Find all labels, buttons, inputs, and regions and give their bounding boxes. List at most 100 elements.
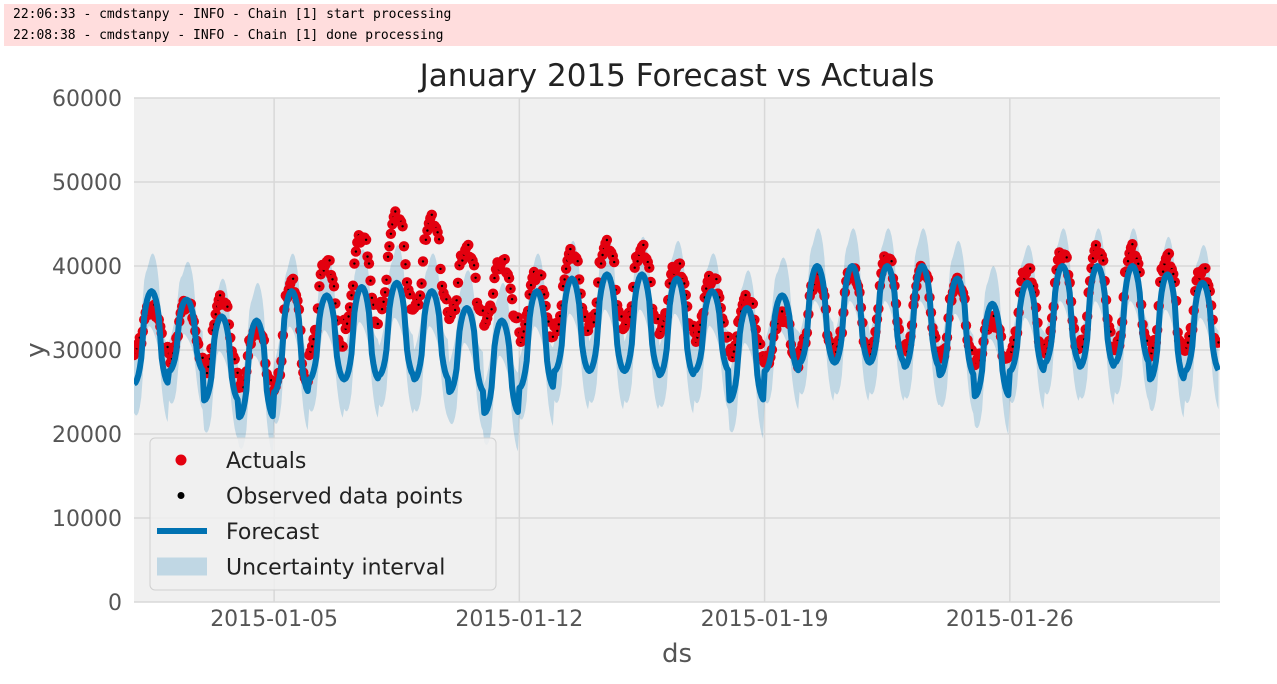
observed-point bbox=[524, 323, 527, 326]
observed-point bbox=[1217, 341, 1220, 344]
observed-point bbox=[605, 238, 609, 242]
observed-point bbox=[218, 294, 222, 297]
observed-point bbox=[705, 287, 708, 290]
observed-point bbox=[613, 260, 616, 264]
observed-point bbox=[388, 245, 391, 248]
observed-point bbox=[528, 293, 531, 296]
observed-point bbox=[366, 255, 369, 258]
observed-point bbox=[759, 342, 762, 346]
observed-point bbox=[510, 298, 514, 301]
observed-point bbox=[421, 260, 425, 263]
observed-point bbox=[1102, 259, 1105, 262]
observed-point bbox=[405, 281, 409, 284]
observed-point bbox=[1172, 272, 1175, 276]
observed-point bbox=[226, 305, 229, 308]
observed-point bbox=[312, 338, 315, 341]
observed-point bbox=[385, 278, 388, 281]
observed-point bbox=[668, 282, 671, 285]
observed-point bbox=[522, 330, 525, 333]
legend-uncertainty-marker bbox=[157, 557, 207, 576]
observed-point bbox=[726, 335, 730, 338]
observed-point bbox=[332, 285, 336, 288]
observed-point bbox=[1137, 262, 1140, 265]
observed-point bbox=[569, 247, 572, 251]
observed-point bbox=[516, 316, 520, 319]
observed-point bbox=[611, 254, 614, 258]
observed-point bbox=[648, 266, 651, 269]
observed-point bbox=[561, 285, 565, 288]
observed-point bbox=[472, 264, 476, 267]
observed-point bbox=[556, 329, 559, 333]
observed-point bbox=[493, 276, 496, 280]
legend-actuals-marker bbox=[175, 454, 187, 466]
observed-point bbox=[430, 213, 433, 216]
y-tick-label: 20000 bbox=[52, 423, 122, 448]
observed-point bbox=[233, 358, 236, 361]
observed-point bbox=[751, 302, 755, 305]
legend: Actuals Observed data points Forecast Uncer… bbox=[149, 437, 497, 591]
observed-point bbox=[586, 329, 590, 332]
observed-point bbox=[420, 282, 423, 285]
observed-point bbox=[455, 299, 458, 302]
observed-point bbox=[341, 345, 344, 348]
x-tick-label: 2015-01-12 bbox=[455, 607, 583, 632]
observed-point bbox=[578, 278, 581, 281]
observed-point bbox=[597, 281, 600, 284]
log-line: 22:06:33 - cmdstanpy - INFO - Chain [1] … bbox=[13, 7, 452, 22]
observed-point bbox=[543, 293, 546, 296]
plot-content bbox=[134, 206, 1220, 456]
observed-point bbox=[418, 294, 422, 297]
observed-point bbox=[1029, 267, 1032, 270]
y-tick-label: 40000 bbox=[52, 255, 122, 280]
observed-point bbox=[1188, 335, 1191, 338]
observed-point bbox=[474, 276, 477, 279]
observed-point bbox=[445, 298, 448, 301]
observed-point bbox=[467, 243, 470, 247]
observed-point bbox=[678, 262, 682, 265]
legend-observed-label: Observed data points bbox=[226, 485, 463, 510]
observed-point bbox=[394, 210, 397, 213]
observed-point bbox=[744, 293, 747, 297]
observed-point bbox=[207, 365, 210, 368]
observed-point bbox=[389, 232, 393, 235]
observed-point bbox=[380, 308, 384, 311]
observed-point bbox=[461, 259, 464, 262]
observed-point bbox=[453, 308, 457, 312]
forecast-line bbox=[134, 263, 1220, 421]
observed-point bbox=[1161, 270, 1165, 273]
observed-point bbox=[649, 280, 652, 284]
observed-point bbox=[509, 287, 512, 290]
observed-point bbox=[732, 350, 736, 353]
observed-point bbox=[592, 321, 595, 324]
observed-point bbox=[1065, 256, 1068, 259]
observed-point bbox=[383, 291, 387, 294]
observed-point bbox=[576, 260, 579, 263]
observed-point bbox=[437, 238, 441, 241]
observed-point bbox=[291, 277, 295, 280]
log-line: 22:08:38 - cmdstanpy - INFO - Chain [1] … bbox=[13, 28, 444, 43]
observed-point bbox=[345, 322, 349, 325]
observed-point bbox=[382, 300, 385, 303]
observed-point bbox=[697, 330, 701, 334]
observed-point bbox=[601, 253, 604, 257]
legend-uncertainty-label: Uncertainty interval bbox=[226, 556, 445, 581]
observed-point bbox=[372, 303, 375, 306]
observed-point bbox=[334, 302, 337, 305]
chart-title: January 2015 Forecast vs Actuals bbox=[418, 58, 935, 94]
observed-point bbox=[408, 293, 412, 296]
observed-point bbox=[440, 284, 444, 288]
observed-point bbox=[205, 371, 209, 375]
observed-point bbox=[348, 306, 352, 309]
observed-point bbox=[354, 250, 358, 253]
observed-point bbox=[404, 263, 407, 266]
x-axis-label: ds bbox=[662, 639, 692, 669]
observed-point bbox=[557, 323, 560, 326]
observed-point bbox=[236, 371, 239, 374]
observed-point bbox=[642, 243, 645, 247]
observed-point bbox=[529, 283, 533, 287]
observed-point bbox=[353, 262, 356, 265]
observed-point bbox=[367, 262, 371, 265]
observed-point bbox=[691, 324, 695, 327]
observed-point bbox=[633, 266, 636, 269]
observed-point bbox=[636, 260, 639, 263]
